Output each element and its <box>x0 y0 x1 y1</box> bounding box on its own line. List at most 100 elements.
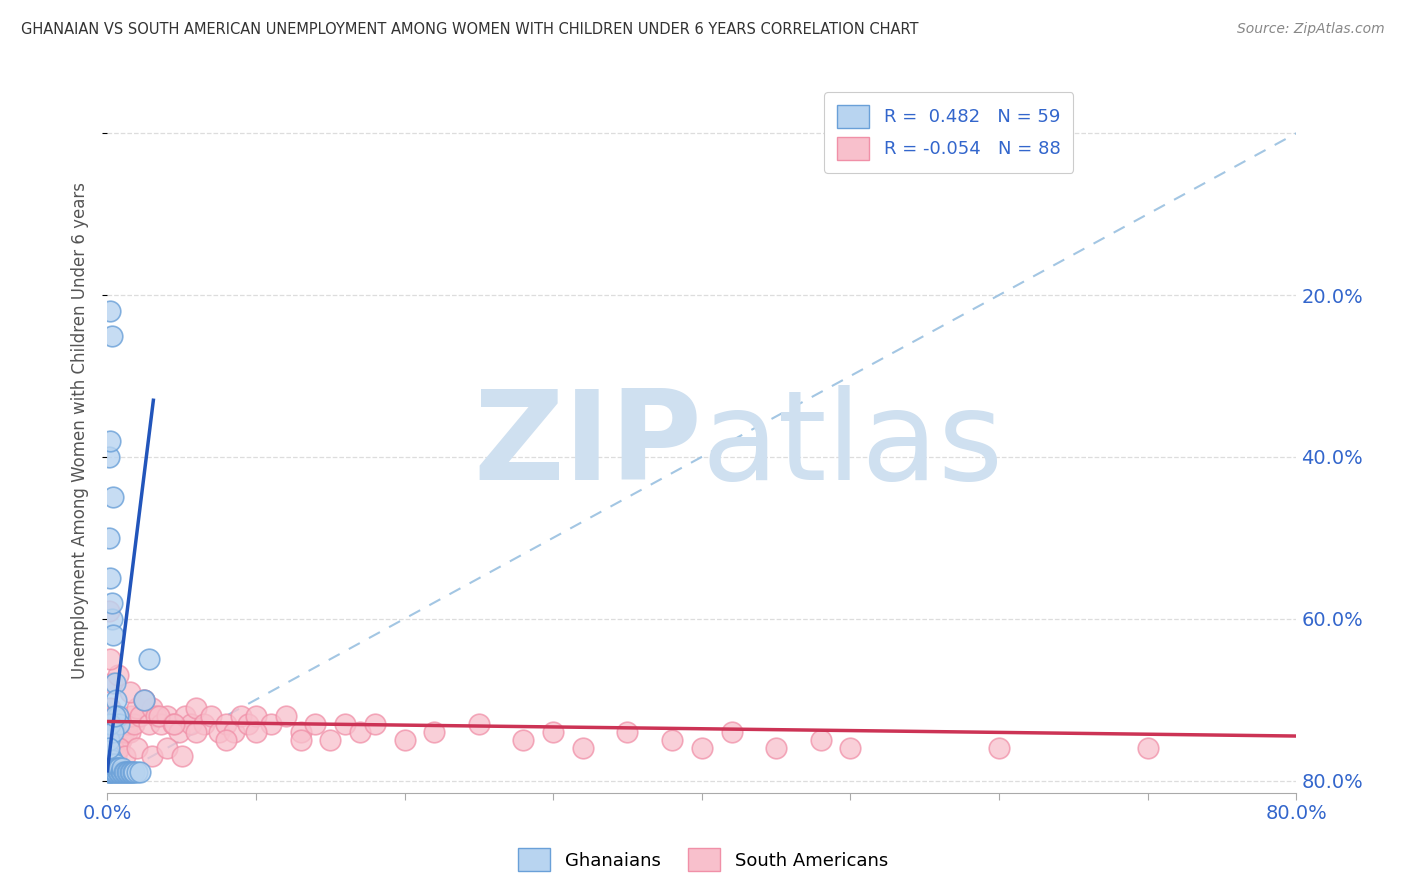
Point <box>180 717 202 731</box>
Point <box>103 741 125 756</box>
Point <box>103 491 125 505</box>
Point <box>97 765 120 780</box>
Point <box>104 676 127 690</box>
Point <box>148 708 170 723</box>
Point <box>108 717 131 731</box>
Point <box>364 717 387 731</box>
Point <box>145 708 167 723</box>
Point <box>118 725 141 739</box>
Point <box>100 595 122 609</box>
Point <box>100 765 122 780</box>
Point <box>117 765 139 780</box>
Point <box>238 717 260 731</box>
Point <box>122 717 145 731</box>
Point <box>104 761 127 775</box>
Point <box>97 708 120 723</box>
Point <box>215 717 238 731</box>
Point <box>98 757 121 772</box>
Point <box>149 717 172 731</box>
Point <box>112 765 135 780</box>
Point <box>274 708 297 723</box>
Point <box>103 725 125 739</box>
Point <box>103 761 125 775</box>
Point <box>134 692 156 706</box>
Point <box>111 761 134 775</box>
Point <box>98 761 121 775</box>
Text: ZIP: ZIP <box>472 384 702 506</box>
Point <box>114 717 136 731</box>
Point <box>110 765 132 780</box>
Point <box>122 765 145 780</box>
Point <box>121 765 143 780</box>
Point <box>100 717 122 731</box>
Point <box>229 708 252 723</box>
Point <box>103 708 125 723</box>
Point <box>104 725 127 739</box>
Point <box>100 328 122 343</box>
Point <box>141 700 163 714</box>
Point <box>98 717 121 731</box>
Point <box>163 717 186 731</box>
Point <box>349 725 371 739</box>
Point <box>97 725 120 739</box>
Point <box>105 765 128 780</box>
Point <box>100 753 122 767</box>
Point <box>100 676 122 690</box>
Point <box>193 717 215 731</box>
Legend: R =  0.482   N = 59, R = -0.054   N = 88: R = 0.482 N = 59, R = -0.054 N = 88 <box>824 92 1073 173</box>
Point <box>108 717 131 731</box>
Point <box>98 717 121 731</box>
Point <box>118 765 141 780</box>
Point <box>661 733 683 747</box>
Point <box>245 708 267 723</box>
Point <box>97 733 120 747</box>
Point <box>103 725 125 739</box>
Point <box>423 725 446 739</box>
Point <box>333 717 356 731</box>
Point <box>1136 741 1159 756</box>
Point <box>110 733 132 747</box>
Point <box>138 717 160 731</box>
Point <box>114 749 136 764</box>
Point <box>319 733 342 747</box>
Point <box>107 761 129 775</box>
Point <box>208 725 231 739</box>
Point <box>129 708 152 723</box>
Point <box>125 700 148 714</box>
Point <box>97 531 120 545</box>
Point <box>104 765 127 780</box>
Point <box>134 692 156 706</box>
Point <box>200 708 222 723</box>
Point <box>103 757 125 772</box>
Point <box>512 733 534 747</box>
Point <box>988 741 1011 756</box>
Point <box>162 717 184 731</box>
Point <box>104 757 127 772</box>
Point <box>107 668 129 682</box>
Point <box>97 450 120 464</box>
Point <box>186 725 208 739</box>
Point <box>260 717 283 731</box>
Point <box>104 717 127 731</box>
Point <box>98 652 121 666</box>
Point <box>98 749 121 764</box>
Point <box>97 761 120 775</box>
Point <box>290 725 312 739</box>
Point <box>100 757 122 772</box>
Point <box>117 717 139 731</box>
Point <box>290 733 312 747</box>
Point <box>134 692 156 706</box>
Point <box>616 725 638 739</box>
Point <box>98 733 121 747</box>
Point <box>138 652 160 666</box>
Point <box>156 708 179 723</box>
Point <box>810 733 832 747</box>
Point <box>108 761 131 775</box>
Point <box>98 434 121 448</box>
Point <box>108 741 131 756</box>
Point <box>572 741 595 756</box>
Point <box>105 708 128 723</box>
Point <box>125 765 148 780</box>
Point <box>105 761 128 775</box>
Point <box>103 628 125 642</box>
